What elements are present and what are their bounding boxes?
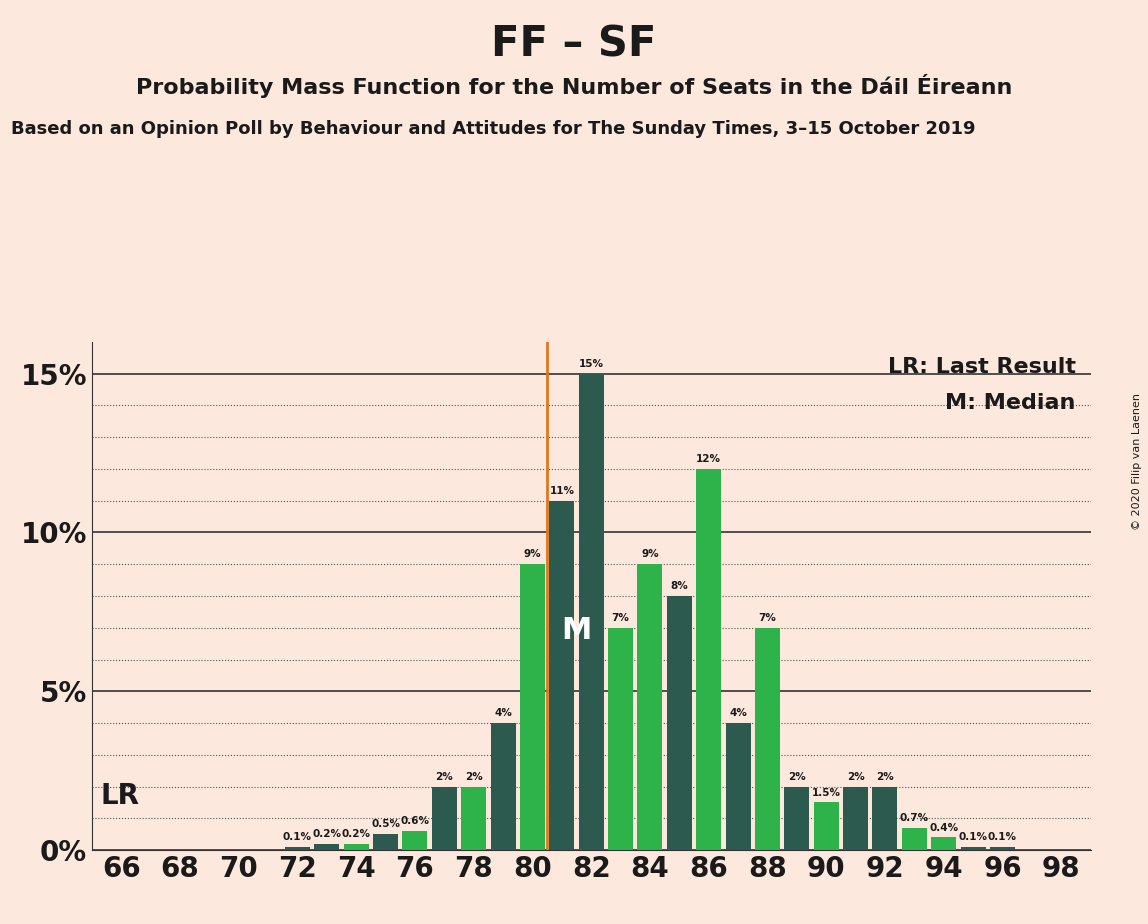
Bar xyxy=(343,844,369,850)
Text: 7%: 7% xyxy=(612,613,629,623)
Bar xyxy=(550,501,574,850)
Bar xyxy=(490,723,515,850)
Text: 0.6%: 0.6% xyxy=(401,816,429,826)
Text: LR: Last Result: LR: Last Result xyxy=(887,358,1076,377)
Bar xyxy=(403,831,427,850)
Bar xyxy=(990,847,1015,850)
Text: M: M xyxy=(561,616,591,646)
Text: 2%: 2% xyxy=(847,772,864,782)
Text: 0.1%: 0.1% xyxy=(282,833,312,842)
Bar xyxy=(696,469,721,850)
Text: Probability Mass Function for the Number of Seats in the Dáil Éireann: Probability Mass Function for the Number… xyxy=(135,74,1013,98)
Text: 7%: 7% xyxy=(759,613,776,623)
Text: 9%: 9% xyxy=(523,550,541,559)
Text: 4%: 4% xyxy=(729,709,747,718)
Text: 0.7%: 0.7% xyxy=(900,813,929,823)
Text: 9%: 9% xyxy=(642,550,659,559)
Bar xyxy=(315,844,340,850)
Text: 8%: 8% xyxy=(670,581,688,591)
Bar xyxy=(667,596,692,850)
Bar xyxy=(373,834,398,850)
Text: © 2020 Filip van Laenen: © 2020 Filip van Laenen xyxy=(1132,394,1142,530)
Text: 11%: 11% xyxy=(550,486,574,496)
Bar xyxy=(285,847,310,850)
Text: M: Median: M: Median xyxy=(945,393,1076,413)
Text: 0.2%: 0.2% xyxy=(342,829,371,839)
Text: 2%: 2% xyxy=(876,772,894,782)
Text: 2%: 2% xyxy=(435,772,453,782)
Text: 0.5%: 0.5% xyxy=(371,820,401,830)
Text: 0.4%: 0.4% xyxy=(929,822,959,833)
Bar xyxy=(520,565,545,850)
Bar xyxy=(872,786,898,850)
Bar xyxy=(755,627,779,850)
Bar xyxy=(931,837,956,850)
Bar xyxy=(726,723,751,850)
Bar xyxy=(814,802,839,850)
Text: 4%: 4% xyxy=(494,709,512,718)
Bar xyxy=(608,627,633,850)
Text: 1.5%: 1.5% xyxy=(812,787,840,797)
Text: 0.1%: 0.1% xyxy=(959,833,987,842)
Text: 0.2%: 0.2% xyxy=(312,829,341,839)
Bar xyxy=(432,786,457,850)
Bar xyxy=(637,565,662,850)
Bar xyxy=(784,786,809,850)
Bar xyxy=(902,828,926,850)
Text: 15%: 15% xyxy=(579,359,604,369)
Text: FF – SF: FF – SF xyxy=(491,23,657,65)
Text: 0.1%: 0.1% xyxy=(988,833,1017,842)
Bar xyxy=(843,786,868,850)
Bar xyxy=(961,847,986,850)
Text: Based on an Opinion Poll by Behaviour and Attitudes for The Sunday Times, 3–15 O: Based on an Opinion Poll by Behaviour an… xyxy=(11,120,976,138)
Text: 2%: 2% xyxy=(788,772,806,782)
Text: 12%: 12% xyxy=(696,455,721,464)
Bar xyxy=(579,373,604,850)
Text: LR: LR xyxy=(101,782,140,810)
Bar xyxy=(461,786,487,850)
Text: 2%: 2% xyxy=(465,772,482,782)
